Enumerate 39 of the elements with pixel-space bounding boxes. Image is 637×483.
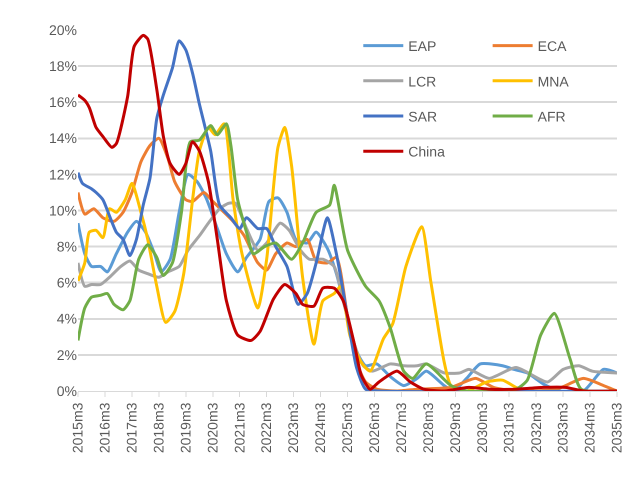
- y-tick-label: 8%: [56, 238, 77, 254]
- y-tick-label: 0%: [56, 382, 77, 399]
- y-tick-label: 20%: [48, 22, 77, 38]
- y-tick-label: 10%: [48, 202, 77, 218]
- x-tick-label: 2016m3: [96, 402, 113, 454]
- legend-label: MNA: [538, 73, 570, 90]
- y-tick-label: 16%: [48, 94, 77, 110]
- x-tick-label: 2035m3: [608, 402, 625, 454]
- y-tick-label: 14%: [48, 130, 77, 146]
- legend-label: China: [408, 144, 446, 160]
- y-tick-label: 12%: [48, 166, 77, 182]
- x-tick-label: 2034m3: [582, 402, 598, 454]
- legend-label: AFR: [538, 108, 566, 124]
- x-tick-label: 2032m3: [528, 402, 544, 454]
- x-tick-label: 2024m3: [312, 402, 328, 454]
- x-tick-label: 2027m3: [392, 402, 409, 454]
- x-tick-label: 2026m3: [366, 402, 382, 454]
- x-tick-label: 2023m3: [285, 402, 302, 454]
- legend-label: LCR: [408, 73, 436, 90]
- x-tick-label: 2029m3: [446, 402, 463, 454]
- legend-label: SAR: [408, 108, 438, 124]
- x-tick-label: 2020m3: [204, 402, 220, 454]
- y-tick-label: 4%: [56, 310, 77, 327]
- x-tick-label: 2030m3: [474, 402, 490, 454]
- x-tick-label: 2033m3: [554, 402, 571, 454]
- x-tick-label: 2028m3: [420, 402, 436, 454]
- y-tick-label: 18%: [48, 58, 77, 74]
- x-tick-label: 2015m3: [70, 402, 86, 454]
- x-tick-label: 2022m3: [258, 402, 274, 454]
- legend-label: ECA: [538, 38, 568, 54]
- x-tick-label: 2021m3: [231, 402, 248, 454]
- legend-label: EAP: [408, 38, 436, 54]
- x-tick-label: 2025m3: [339, 402, 356, 454]
- y-tick-label: 6%: [56, 274, 77, 291]
- x-tick-label: 2017m3: [123, 402, 140, 454]
- x-tick-label: 2018m3: [150, 402, 166, 454]
- x-tick-label: 2019m3: [177, 402, 194, 454]
- y-tick-label: 2%: [56, 346, 77, 363]
- x-tick-label: 2031m3: [500, 402, 517, 454]
